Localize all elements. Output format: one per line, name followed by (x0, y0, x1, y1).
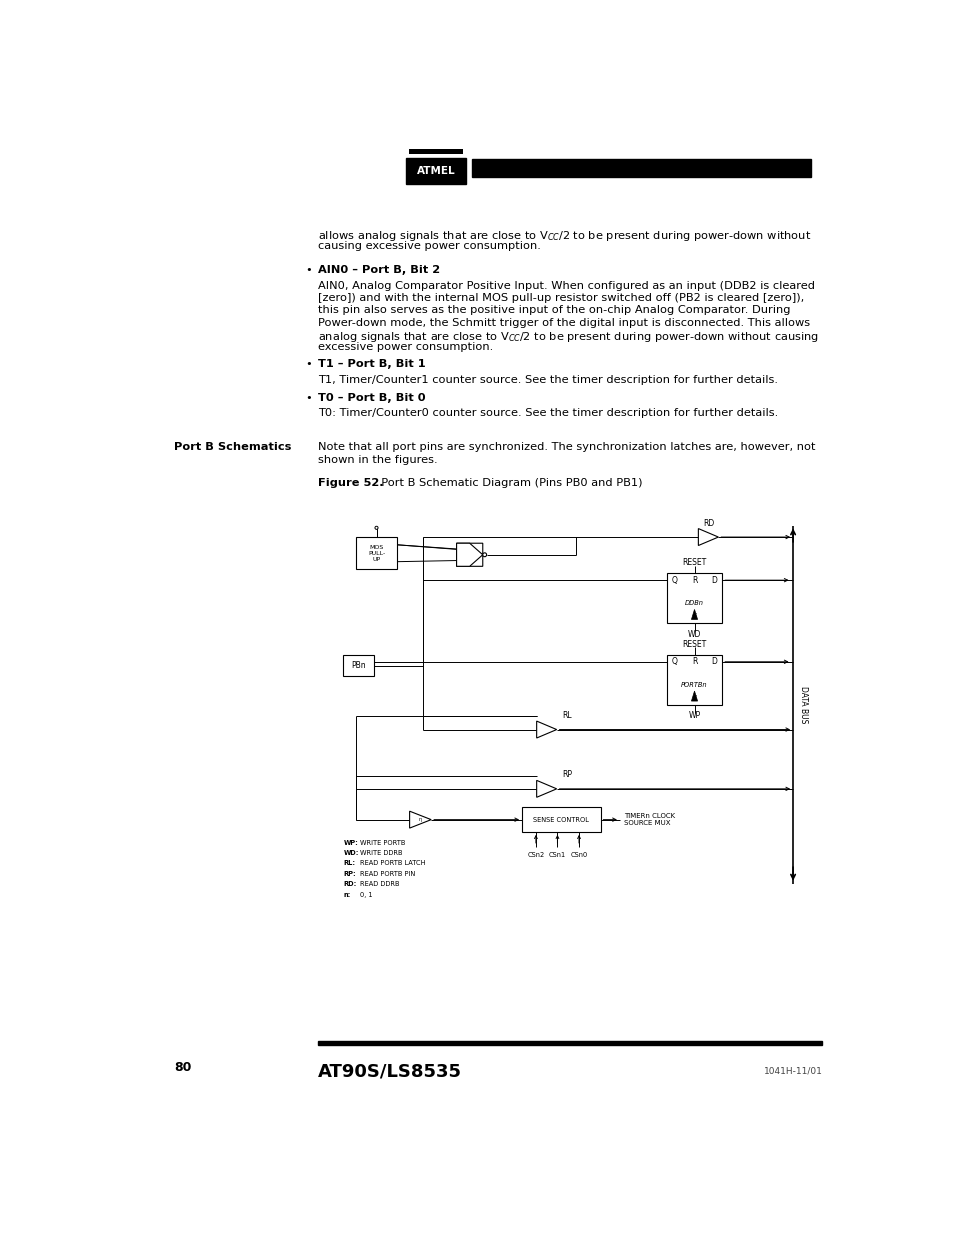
Bar (343, 655, 374, 677)
Text: analog signals that are close to V$_{CC}$/2 to be present during power-down with: analog signals that are close to V$_{CC}… (317, 330, 818, 343)
Polygon shape (691, 692, 697, 701)
Bar (356, 537, 396, 569)
Text: RD: RD (702, 519, 713, 527)
Text: DATA BUS: DATA BUS (799, 685, 807, 724)
Text: T0 – Port B, Bit 0: T0 – Port B, Bit 0 (317, 393, 425, 403)
Text: WRITE DDRB: WRITE DDRB (360, 850, 402, 856)
Text: AIN0 – Port B, Bit 2: AIN0 – Port B, Bit 2 (317, 266, 439, 275)
Text: allows analog signals that are close to V$_{CC}$/2 to be present during power-do: allows analog signals that are close to … (317, 228, 810, 243)
Polygon shape (698, 529, 718, 546)
Text: Figure 52.: Figure 52. (317, 478, 383, 488)
Text: CSn2: CSn2 (527, 852, 544, 858)
Text: ATMEL: ATMEL (416, 167, 455, 177)
Text: 80: 80 (173, 1061, 192, 1073)
Circle shape (375, 526, 377, 530)
Text: RP: RP (561, 771, 572, 779)
Text: Power-down mode, the Schmitt trigger of the digital input is disconnected. This : Power-down mode, the Schmitt trigger of … (317, 317, 809, 327)
Bar (317, 1041, 821, 1045)
Text: •: • (305, 359, 312, 369)
Text: WD: WD (687, 630, 700, 638)
Text: •: • (305, 393, 312, 403)
Text: n:: n: (343, 892, 351, 898)
Text: shown in the figures.: shown in the figures. (317, 454, 437, 464)
Text: AT90S/LS8535: AT90S/LS8535 (317, 1063, 461, 1081)
Text: RD:: RD: (343, 882, 356, 887)
Bar (521, 808, 600, 832)
Text: Q: Q (671, 657, 677, 667)
Polygon shape (409, 811, 431, 829)
Text: WD:: WD: (343, 850, 358, 856)
Text: TIMERn CLOCK
SOURCE MUX: TIMERn CLOCK SOURCE MUX (623, 813, 674, 826)
Bar (472, 159, 810, 178)
Polygon shape (456, 543, 482, 567)
Text: READ PORTB LATCH: READ PORTB LATCH (360, 861, 425, 867)
Text: •: • (305, 266, 312, 275)
Polygon shape (537, 781, 557, 798)
Text: RL: RL (561, 711, 571, 720)
Text: η: η (417, 818, 420, 823)
Text: R: R (691, 657, 697, 667)
Text: this pin also serves as the positive input of the on-chip Analog Comparator. Dur: this pin also serves as the positive inp… (317, 305, 790, 315)
Text: 1041H-11/01: 1041H-11/01 (762, 1066, 821, 1074)
Text: T1 – Port B, Bit 1: T1 – Port B, Bit 1 (317, 359, 425, 369)
Text: READ PORTB PIN: READ PORTB PIN (360, 871, 416, 877)
Text: WP:: WP: (343, 840, 358, 846)
Bar (666, 573, 721, 624)
Circle shape (482, 553, 486, 557)
Text: excessive power consumption.: excessive power consumption. (317, 342, 493, 352)
Text: RESET: RESET (681, 558, 706, 567)
Text: D: D (711, 657, 717, 667)
Text: MOS
PULL-
UP: MOS PULL- UP (368, 545, 385, 562)
Text: WRITE PORTB: WRITE PORTB (360, 840, 405, 846)
Text: READ DDRB: READ DDRB (360, 882, 399, 887)
Text: PBn: PBn (351, 661, 366, 671)
Text: RL:: RL: (343, 861, 355, 867)
Text: RP:: RP: (343, 871, 355, 877)
Bar (405, 158, 465, 184)
Text: Note that all port pins are synchronized. The synchronization latches are, howev: Note that all port pins are synchronized… (317, 442, 815, 452)
Text: D: D (711, 576, 717, 584)
Text: RESET: RESET (681, 640, 706, 648)
Text: CSn0: CSn0 (570, 852, 587, 858)
Text: Port B Schematic Diagram (Pins PB0 and PB1): Port B Schematic Diagram (Pins PB0 and P… (374, 478, 642, 488)
Text: T1, Timer/Counter1 counter source. See the timer description for further details: T1, Timer/Counter1 counter source. See t… (317, 374, 777, 384)
Text: 0, 1: 0, 1 (360, 892, 373, 898)
Bar (666, 655, 721, 705)
Polygon shape (691, 609, 697, 620)
Text: PORTBn: PORTBn (680, 682, 707, 688)
Text: Port B Schematics: Port B Schematics (173, 442, 291, 452)
Text: SENSE CONTROL: SENSE CONTROL (533, 816, 589, 823)
Text: T0: Timer/Counter0 counter source. See the timer description for further details: T0: Timer/Counter0 counter source. See t… (317, 409, 778, 419)
Bar (409, 149, 462, 153)
Polygon shape (537, 721, 557, 739)
Text: CSn1: CSn1 (548, 852, 565, 858)
Text: [zero]) and with the internal MOS pull-up resistor switched off (PB2 is cleared : [zero]) and with the internal MOS pull-u… (317, 293, 803, 303)
Text: C: C (692, 613, 696, 618)
Text: R: R (691, 576, 697, 584)
FancyBboxPatch shape (456, 543, 482, 567)
Text: C: C (692, 695, 696, 700)
Text: AIN0, Analog Comparator Positive Input. When configured as an input (DDB2 is cle: AIN0, Analog Comparator Positive Input. … (317, 280, 814, 290)
Text: DDBn: DDBn (684, 600, 703, 606)
Text: WP: WP (688, 711, 700, 720)
Text: causing excessive power consumption.: causing excessive power consumption. (317, 241, 540, 252)
Text: Q: Q (671, 576, 677, 584)
